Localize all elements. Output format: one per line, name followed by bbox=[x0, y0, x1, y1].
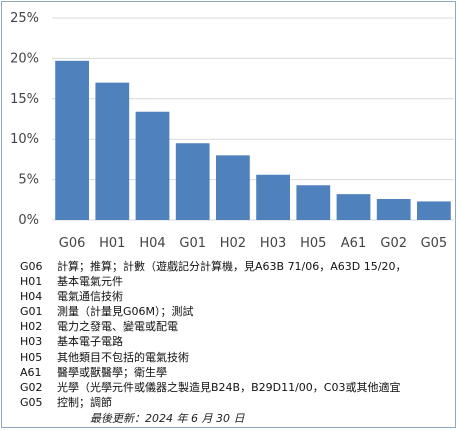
bar-h03 bbox=[256, 174, 290, 220]
x-tick-label: G02 bbox=[380, 236, 407, 251]
legend-row: H04 電氣通信技術 bbox=[20, 289, 459, 304]
legend-code: H05 bbox=[20, 350, 43, 364]
legend-list: G06 計算；推算；計數（遊戲記分計算機，見A63B 71/06，A63D 15/… bbox=[20, 259, 459, 410]
legend-row: G02 光學（光學元件或儀器之製造見B24B，B29D11/00，C03或其他適宜 bbox=[20, 380, 459, 395]
bar-h02 bbox=[216, 155, 250, 220]
legend-row: A61 醫學或獸醫學；衛生學 bbox=[20, 365, 459, 380]
legend-row: G05 控制；調節 bbox=[20, 395, 459, 410]
x-tick-label: H04 bbox=[139, 236, 165, 251]
bar-chart: 0% 5% 10% 15% 20% 25% G06 H01 H04 G01 H02 H03 H05 A61… bbox=[10, 11, 454, 251]
x-tick-label: G06 bbox=[59, 236, 86, 251]
legend-code: G05 bbox=[20, 395, 43, 409]
last-updated-text: 最後更新：2024 年 6 月 30 日 bbox=[90, 412, 245, 425]
y-tick-label: 20% bbox=[10, 51, 39, 66]
legend-row: G06 計算；推算；計數（遊戲記分計算機，見A63B 71/06，A63D 15/… bbox=[20, 259, 459, 274]
bar-g05 bbox=[417, 201, 451, 220]
bar-a61 bbox=[336, 194, 371, 220]
legend-description: 測量（計量見G06M）；測試 bbox=[57, 305, 194, 319]
legend-row: H03 基本電子電路 bbox=[20, 334, 459, 349]
bar-g02 bbox=[376, 198, 411, 220]
bar-h04 bbox=[135, 111, 170, 220]
legend-code: G06 bbox=[20, 260, 43, 273]
y-tick-label: 5% bbox=[18, 173, 39, 188]
x-tick-label: H03 bbox=[260, 236, 286, 251]
legend-description: 基本電氣元件 bbox=[57, 275, 123, 289]
bar-g01 bbox=[175, 143, 210, 220]
bar-h05 bbox=[296, 185, 331, 220]
bar-g06 bbox=[55, 60, 89, 220]
x-tick-label: H05 bbox=[300, 236, 326, 251]
legend-row: H05 其他類目不包括的電氣技術 bbox=[20, 350, 459, 365]
y-tick-label: 0% bbox=[18, 213, 39, 228]
legend-description: 其他類目不包括的電氣技術 bbox=[57, 350, 189, 364]
legend-code: G01 bbox=[20, 305, 43, 319]
legend-description: 控制；調節 bbox=[57, 395, 112, 409]
legend-description: 電力之發電、變電或配電 bbox=[57, 320, 178, 334]
x-tick-label: G01 bbox=[179, 236, 206, 251]
legend-description: 醫學或獸醫學；衛生學 bbox=[57, 365, 167, 379]
legend-row: G01 測量（計量見G06M）；測試 bbox=[20, 304, 459, 319]
legend-code: H04 bbox=[20, 290, 43, 304]
legend-description: 計算；推算；計數（遊戲記分計算機，見A63B 71/06，A63D 15/20， bbox=[57, 260, 407, 273]
legend-row: H02 電力之發電、變電或配電 bbox=[20, 319, 459, 334]
y-tick-label: 25% bbox=[10, 11, 39, 26]
y-tick-label: 10% bbox=[10, 132, 39, 147]
bar-h01 bbox=[95, 82, 130, 220]
legend-row: H01 基本電氣元件 bbox=[20, 274, 459, 289]
x-tick-label: A61 bbox=[341, 236, 366, 251]
legend-code: G02 bbox=[20, 380, 43, 394]
legend-description: 電氣通信技術 bbox=[57, 290, 123, 304]
x-tick-label: G05 bbox=[421, 236, 448, 251]
legend-code: H01 bbox=[20, 275, 43, 289]
legend-description: 基本電子電路 bbox=[57, 335, 123, 349]
legend-description: 光學（光學元件或儀器之製造見B24B，B29D11/00，C03或其他適宜 bbox=[57, 380, 401, 394]
y-tick-label: 15% bbox=[10, 92, 39, 107]
legend-code: H03 bbox=[20, 335, 43, 349]
legend-code: A61 bbox=[20, 365, 42, 379]
x-tick-label: H02 bbox=[220, 236, 246, 251]
x-tick-label: H01 bbox=[99, 236, 125, 251]
legend-code: H02 bbox=[20, 320, 43, 334]
